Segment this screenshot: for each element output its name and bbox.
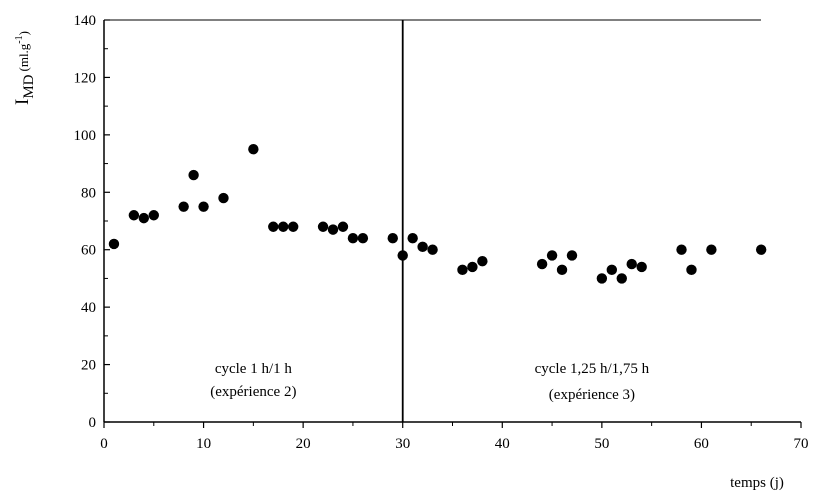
y-axis-label-unit: (ml.g (16, 43, 31, 71)
data-point (108, 238, 120, 250)
data-point (138, 212, 150, 224)
data-point (347, 233, 359, 244)
data-point (287, 221, 299, 232)
data-point (596, 273, 608, 284)
y-axis-label-sup: -1 (14, 35, 25, 43)
data-point (357, 233, 369, 244)
x-tick-label: 40 (495, 436, 510, 452)
data-point (327, 224, 339, 235)
data-points (108, 144, 767, 284)
data-point (457, 264, 468, 276)
data-point (606, 264, 618, 276)
data-point (616, 273, 627, 284)
x-tick-label: 20 (296, 436, 311, 452)
data-point (706, 244, 717, 255)
annotations: cycle 1 h/1 h (expérience 2) cycle 1,25 h/… (210, 361, 649, 403)
data-point (278, 221, 289, 232)
x-tick-label: 10 (196, 436, 211, 452)
data-point (337, 221, 349, 232)
x-tick-label: 70 (794, 436, 809, 452)
y-axis-label-main: I (12, 99, 33, 105)
y-tick-label: 80 (81, 185, 96, 201)
y-tick-label: 100 (74, 128, 97, 144)
data-point (178, 201, 189, 212)
y-tick-label: 140 (74, 13, 97, 29)
data-point (417, 241, 428, 253)
data-point (198, 201, 209, 212)
annotation-right2: (expérience 3) (549, 387, 635, 403)
data-point (676, 244, 687, 255)
data-point (427, 244, 438, 255)
data-point (686, 264, 697, 276)
data-point (467, 261, 478, 273)
y-tick-label: 0 (89, 415, 97, 431)
y-tick-label: 60 (81, 243, 96, 259)
data-point (387, 233, 398, 244)
data-point (317, 221, 329, 232)
annotation-left2: (expérience 2) (210, 384, 296, 400)
data-point (536, 258, 548, 270)
y-axis-label-close: ) (16, 31, 31, 35)
annotation-right1: cycle 1,25 h/1,75 h (535, 361, 650, 377)
data-point (248, 144, 259, 155)
x-tick-label: 0 (100, 436, 108, 452)
data-point (556, 264, 568, 276)
data-point (268, 221, 279, 232)
y-axis-label: IMD (ml.g-1) (12, 31, 37, 105)
data-point (755, 244, 767, 255)
y-axis-label-sub: MD (21, 74, 37, 98)
y-tick-label: 120 (74, 70, 97, 86)
x-tick-label: 60 (694, 436, 709, 452)
tick-group: 0 10 20 30 40 50 60 70 0 20 40 60 80 100 120 140 (74, 13, 809, 452)
x-tick-label: 30 (395, 436, 410, 452)
data-point (546, 250, 558, 261)
data-point (407, 233, 418, 244)
x-tick-label: 50 (594, 436, 609, 452)
data-point (128, 210, 140, 221)
y-tick-label: 20 (81, 358, 96, 374)
data-point (148, 210, 159, 221)
x-axis-label: temps (j) (730, 475, 784, 491)
y-tick-label: 40 (81, 300, 96, 316)
axes (103, 19, 801, 423)
data-point (626, 258, 637, 270)
data-point (477, 256, 488, 267)
data-point (566, 250, 578, 261)
annotation-left1: cycle 1 h/1 h (215, 361, 293, 377)
data-point (218, 192, 229, 204)
data-point (397, 250, 408, 261)
data-point (188, 169, 199, 181)
data-point (636, 261, 647, 273)
